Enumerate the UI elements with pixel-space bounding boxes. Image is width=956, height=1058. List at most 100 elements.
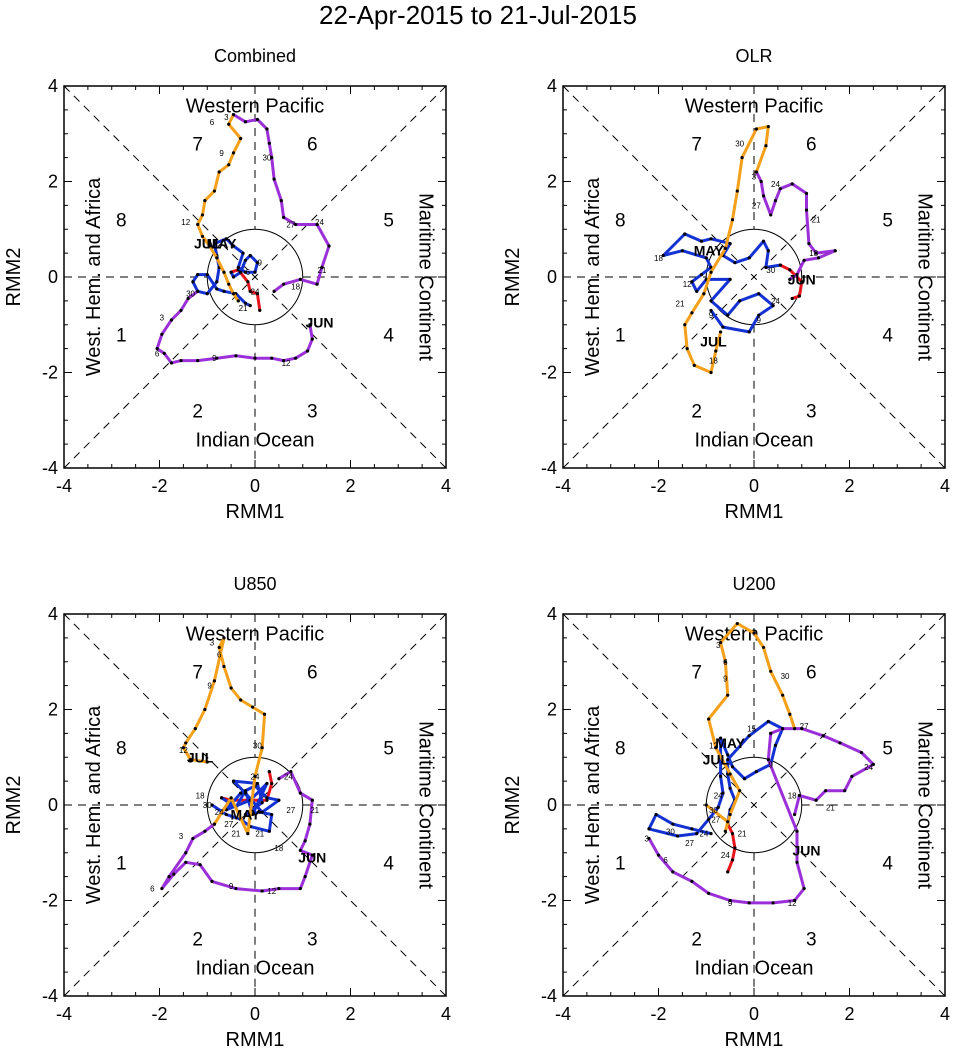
- trajectory-point: [267, 141, 271, 145]
- phase-label: 1: [615, 853, 626, 874]
- day-label: 18: [654, 254, 663, 263]
- trajectory-point: [308, 323, 312, 327]
- trajectory-point: [210, 879, 214, 884]
- day-label: 24: [714, 791, 723, 800]
- trajectory-point: [833, 249, 837, 253]
- trajectory-point: [781, 693, 785, 697]
- trajectory-point: [735, 189, 739, 193]
- day-label: 18: [788, 791, 797, 800]
- region-label-bottom: Indian Ocean: [196, 430, 315, 452]
- trajectory-point: [160, 332, 164, 336]
- trajectory-point: [692, 363, 696, 367]
- trajectory-point: [282, 282, 286, 286]
- day-label: 12: [267, 887, 276, 896]
- trajectory-point: [766, 124, 770, 129]
- panel-title: OLR: [735, 46, 772, 66]
- trajectory-point: [721, 791, 725, 795]
- day-label: 18: [709, 357, 718, 366]
- trajectory-point: [272, 289, 276, 293]
- phase-label: 2: [192, 930, 203, 951]
- trajectory-point: [781, 727, 785, 731]
- trajectory-point: [795, 860, 799, 864]
- trajectory-point: [704, 803, 708, 807]
- trajectory-jun: [754, 170, 837, 281]
- trajectory-jul: [704, 622, 797, 833]
- trajectory-point: [246, 280, 250, 284]
- trajectory-point: [219, 796, 224, 800]
- phase-label: 3: [806, 930, 817, 951]
- trajectory-point: [747, 734, 751, 738]
- month-label: MAY: [694, 243, 724, 259]
- region-label-top: Western Pacific: [685, 95, 824, 117]
- x-tick-label: 2: [345, 1004, 355, 1024]
- trajectory-point: [282, 215, 286, 219]
- unit-circle: [206, 756, 304, 854]
- trajectory-point: [248, 304, 252, 308]
- trajectory-point: [740, 156, 744, 160]
- day-label: 21: [826, 803, 835, 812]
- trajectory-point: [647, 836, 651, 841]
- trajectory-point: [821, 734, 825, 738]
- phase-label: 5: [882, 739, 893, 760]
- trajectory-point: [270, 156, 274, 160]
- day-label: 12: [179, 746, 188, 755]
- y-tick-label: 0: [48, 795, 58, 815]
- phase-label: 1: [615, 325, 626, 346]
- phase-label: 1: [116, 853, 127, 874]
- trajectory-point: [229, 686, 233, 690]
- trajectory-point: [255, 292, 259, 296]
- trajectory-point: [769, 213, 773, 217]
- trajectory-point: [754, 769, 758, 774]
- trajectory-point: [685, 347, 689, 351]
- y-axis-label: RMM2: [502, 248, 524, 307]
- trajectory-point: [728, 241, 732, 246]
- trajectory-point: [757, 313, 761, 317]
- trajectory-point: [229, 796, 233, 800]
- trajectory-point: [162, 351, 166, 355]
- y-tick-label: 0: [48, 267, 58, 287]
- trajectory-point: [241, 251, 245, 255]
- y-axis-label: RMM2: [3, 248, 25, 307]
- trajectory-point: [243, 270, 248, 274]
- trajectory-point: [728, 277, 732, 281]
- phase-label: 5: [383, 211, 394, 232]
- trajectory-point: [707, 891, 711, 895]
- trajectory-point: [184, 851, 188, 855]
- day-label: 12: [788, 899, 797, 908]
- day-label: 3: [160, 314, 165, 323]
- trajectory-point: [773, 199, 778, 203]
- trajectory-point: [718, 330, 723, 334]
- trajectory-point: [200, 213, 205, 217]
- trajectory-point: [272, 177, 276, 181]
- x-tick-label: -2: [151, 1004, 167, 1024]
- day-label: 3: [752, 173, 757, 182]
- trajectory-point: [778, 187, 782, 191]
- trajectory-point: [702, 292, 706, 296]
- phase-label: 3: [307, 402, 318, 423]
- trajectory-point: [231, 779, 236, 783]
- day-label: 24: [771, 180, 780, 189]
- phase-label: 2: [691, 402, 702, 423]
- x-axis-label: RMM1: [725, 1029, 784, 1051]
- trajectory-point: [754, 170, 758, 174]
- trajectory-point: [196, 273, 200, 277]
- trajectory-point: [260, 801, 264, 805]
- day-label: 12: [181, 218, 190, 227]
- phase-label: 7: [691, 134, 702, 155]
- day-label: 6: [155, 349, 160, 358]
- trajectory-point: [181, 746, 185, 750]
- day-label: 24: [315, 218, 324, 227]
- day-label: 3: [644, 834, 649, 843]
- phase-label: 5: [383, 739, 394, 760]
- trajectory-point: [251, 705, 255, 709]
- trajectory-point: [265, 781, 269, 786]
- phase-label: 7: [691, 662, 702, 683]
- trajectory-point: [215, 287, 219, 291]
- trajectory-point: [248, 289, 252, 293]
- trajectory-point: [714, 349, 718, 353]
- day-label: 3: [210, 639, 215, 648]
- trajectory-point: [234, 354, 238, 358]
- month-label: JUN: [298, 850, 326, 866]
- trajectory-point: [327, 244, 331, 248]
- trajectory-point: [709, 832, 713, 836]
